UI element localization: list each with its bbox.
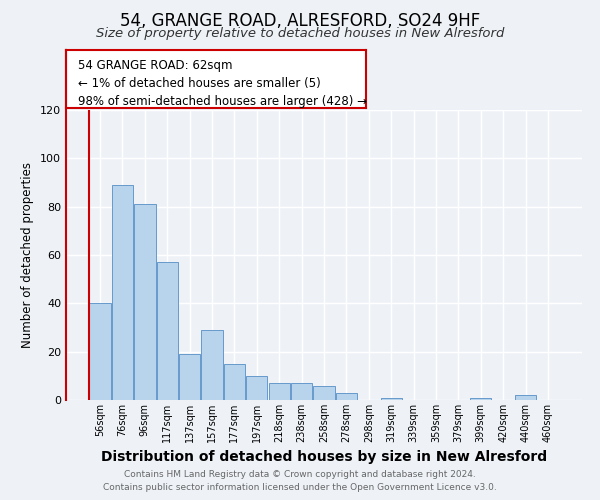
Text: 54, GRANGE ROAD, ALRESFORD, SO24 9HF: 54, GRANGE ROAD, ALRESFORD, SO24 9HF: [120, 12, 480, 30]
Bar: [89, 304, 111, 400]
Bar: [202, 330, 223, 400]
Y-axis label: Number of detached properties: Number of detached properties: [22, 162, 34, 348]
Bar: [224, 364, 245, 400]
Bar: [134, 204, 155, 400]
Bar: [515, 395, 536, 400]
Bar: [269, 383, 290, 400]
Text: Size of property relative to detached houses in New Alresford: Size of property relative to detached ho…: [96, 28, 504, 40]
Bar: [291, 383, 312, 400]
Bar: [380, 398, 402, 400]
Text: 54 GRANGE ROAD: 62sqm
← 1% of detached houses are smaller (5)
98% of semi-detach: 54 GRANGE ROAD: 62sqm ← 1% of detached h…: [78, 58, 367, 108]
Bar: [313, 386, 335, 400]
Text: Contains HM Land Registry data © Crown copyright and database right 2024.: Contains HM Land Registry data © Crown c…: [124, 470, 476, 479]
Bar: [336, 393, 357, 400]
Bar: [470, 398, 491, 400]
Bar: [157, 262, 178, 400]
Bar: [246, 376, 268, 400]
Bar: [179, 354, 200, 400]
X-axis label: Distribution of detached houses by size in New Alresford: Distribution of detached houses by size …: [101, 450, 547, 464]
Bar: [112, 185, 133, 400]
Text: Contains public sector information licensed under the Open Government Licence v3: Contains public sector information licen…: [103, 484, 497, 492]
